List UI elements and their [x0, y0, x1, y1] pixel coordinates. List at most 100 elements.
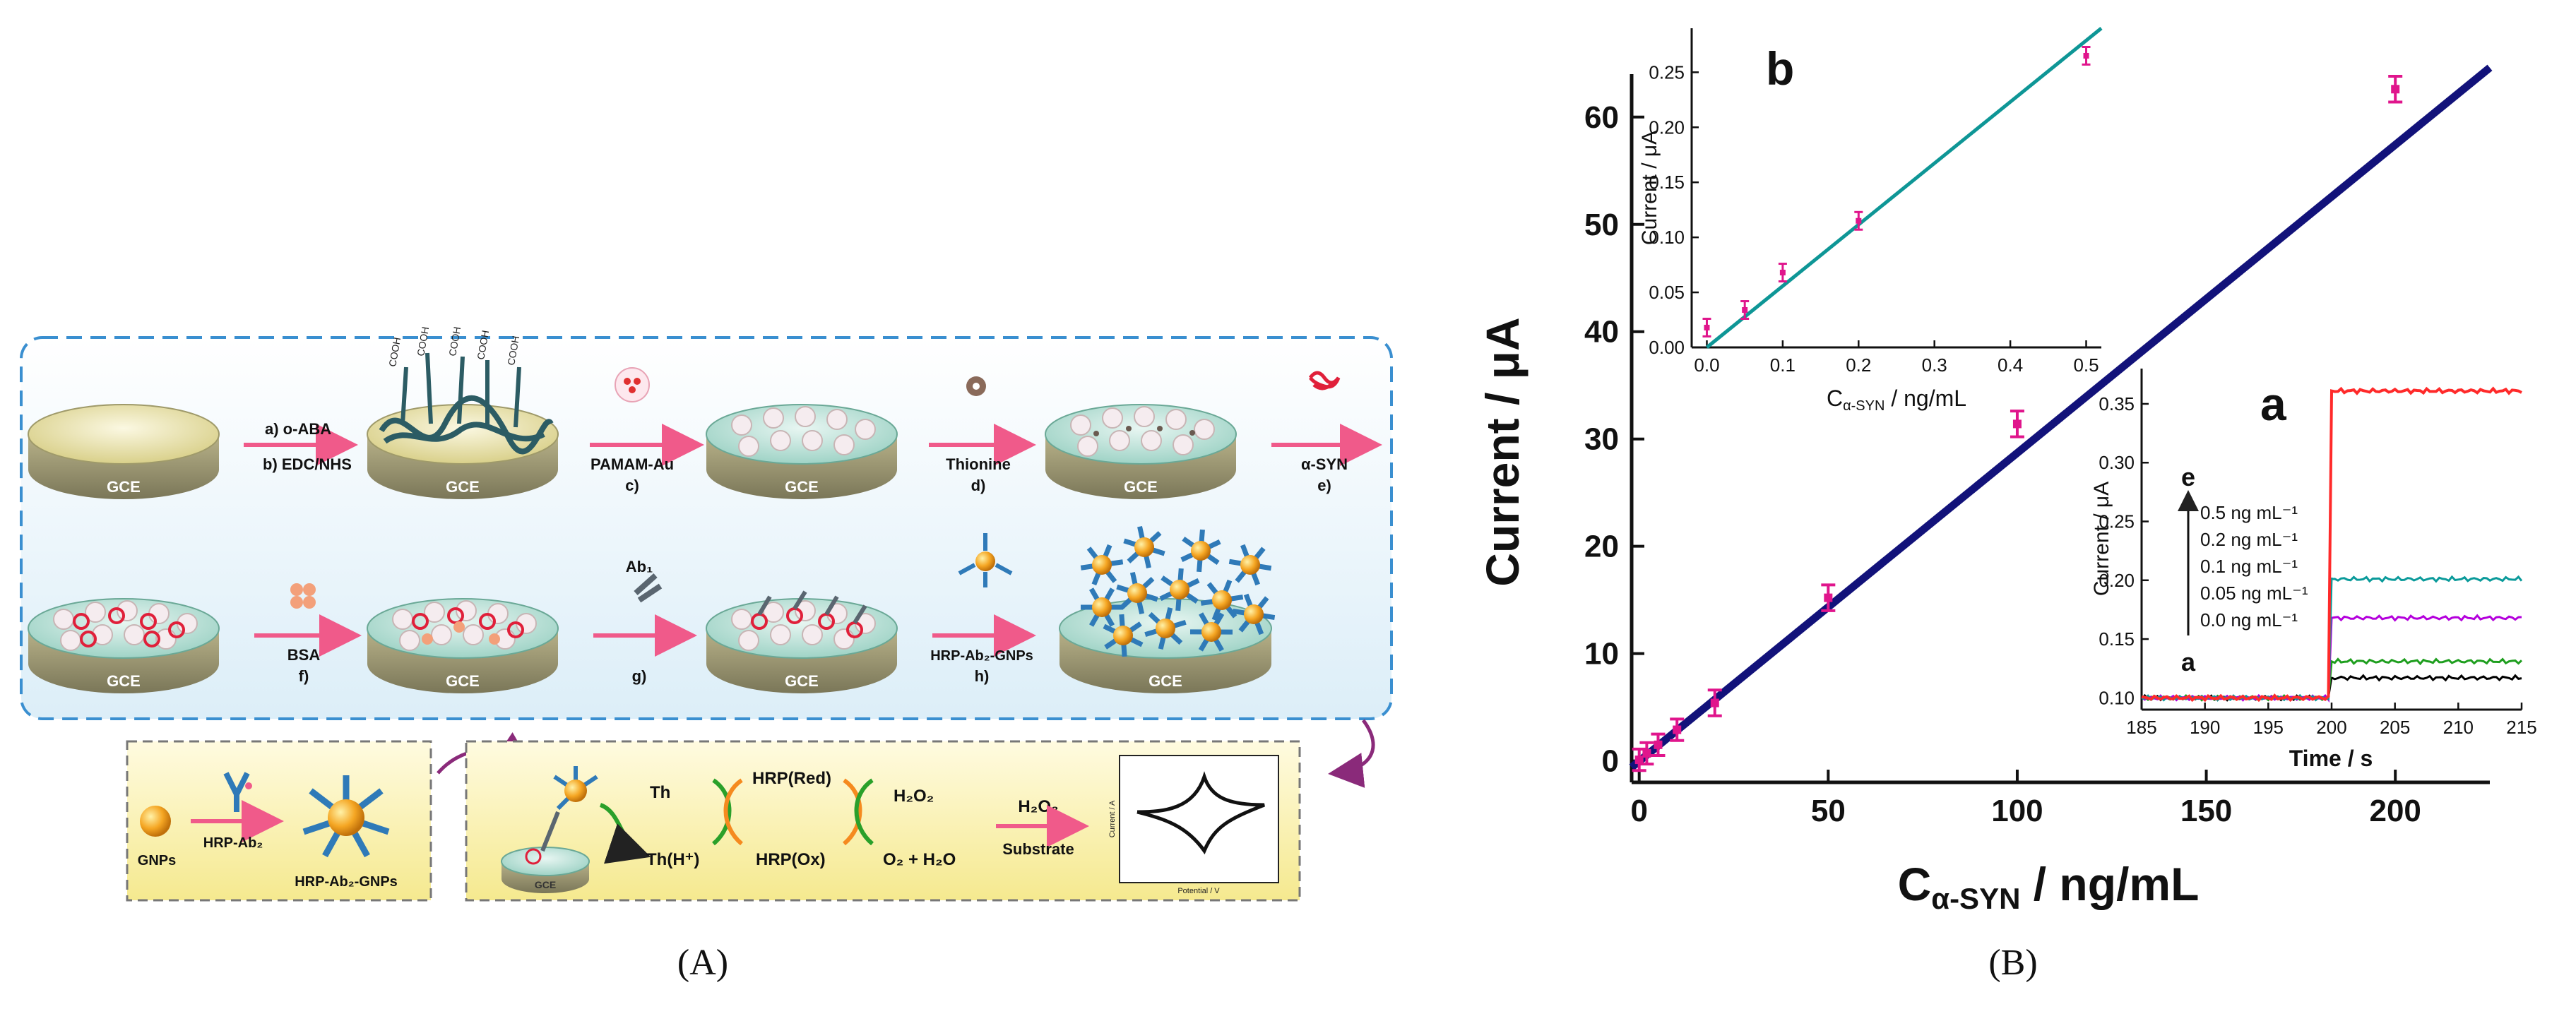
main-y-axis-label: Current / μA — [1476, 317, 1529, 586]
conjugate-box: GNPs HRP-Ab₂ HRP-Ab₂-GNPs — [127, 741, 431, 900]
inset-b-x-tick-label: 0.4 — [1998, 354, 2023, 376]
inset-a-legend-label: 0.5 ng mL⁻¹ — [2200, 502, 2298, 523]
electrode-label: GCE — [107, 478, 141, 496]
main-y-tick-label: 10 — [1584, 637, 1619, 671]
step-b-label: b) EDC/NHS — [263, 455, 352, 473]
step-g-reagent: Ab₁ — [626, 558, 653, 575]
step-h-reagent: HRP-Ab₂-GNPs — [930, 648, 1033, 664]
hrp-ab2-label: HRP-Ab₂ — [203, 835, 263, 851]
schematic-panel: GCE a) o-ABA b) EDC/NHS COOH COOH COOH C… — [21, 326, 1391, 983]
cv-thumbnail: Current / A Potential / V — [1108, 756, 1278, 895]
connector-arrow-right — [1335, 720, 1373, 773]
inset-a-x-tick-label: 205 — [2380, 717, 2410, 738]
electrode-antigen: GCE — [28, 599, 219, 693]
inset-a-x-tick-label: 200 — [2316, 717, 2346, 738]
hrp-ox-label: HRP(Ox) — [756, 850, 826, 869]
inset-a-legend-label: 0.05 ng mL⁻¹ — [2200, 583, 2308, 604]
gnp-icon — [140, 806, 171, 837]
step-g-label: g) — [632, 667, 647, 685]
caption-a: (A) — [677, 943, 728, 983]
inset-a-arrow-bottom: a — [2181, 647, 2196, 676]
main-x-tick-label: 150 — [2180, 794, 2232, 828]
main-x-tick-label: 0 — [1630, 794, 1647, 828]
step-c-label: c) — [625, 477, 639, 494]
inset-a-x-tick-label: 185 — [2126, 717, 2156, 738]
arrow-bottom-label: Substrate — [1002, 840, 1074, 858]
inset-b-x-tick-label: 0.3 — [1922, 354, 1947, 376]
inset-a-y-axis-label: Current / μA — [2090, 482, 2113, 596]
electrode-bsa: GCE — [367, 599, 558, 693]
electrode-label: GCE — [1124, 478, 1158, 496]
inset-a-legend-label: 0.1 ng mL⁻¹ — [2200, 556, 2298, 577]
pamam-au-icon — [615, 368, 649, 402]
electrode-ab1: GCE — [706, 592, 897, 693]
main-data-point — [2388, 76, 2402, 102]
inset-a-x-tick-label: 190 — [2190, 717, 2220, 738]
caption-b: (B) — [1988, 943, 2037, 983]
electrode-label: GCE — [446, 478, 480, 496]
step-d-reagent: Thionine — [946, 455, 1011, 473]
electrode-label: GCE — [1148, 672, 1182, 690]
step-e-label: e) — [1317, 477, 1331, 494]
step-f-label: f) — [299, 667, 309, 685]
main-x-tick-label: 50 — [1811, 794, 1846, 828]
inset-a-x-tick-label: 210 — [2443, 717, 2474, 738]
mechanism-electrode-label: GCE — [535, 879, 556, 890]
inset-a-y-tick-label: 0.15 — [2099, 628, 2135, 650]
step-e-reagent: α-SYN — [1301, 455, 1348, 473]
step-h-label: h) — [975, 667, 990, 685]
main-y-tick-label: 0 — [1602, 744, 1619, 779]
inset-b-y-tick-label: 0.25 — [1649, 61, 1685, 83]
inset-b-x-tick-label: 0.1 — [1770, 354, 1796, 376]
inset-b-label: b — [1766, 42, 1794, 95]
inset-a-x-tick-label: 215 — [2506, 717, 2536, 738]
inset-b-y-axis-label: Current / μA — [1638, 131, 1661, 245]
electrode-label: GCE — [785, 672, 819, 690]
inset-b-y-tick-label: 0.05 — [1649, 282, 1685, 303]
inset-a-y-tick-label: 0.30 — [2099, 452, 2135, 473]
inset-b-x-axis-label: Cα-SYN / ng/mL — [1827, 386, 1966, 414]
cv-ylabel: Current / A — [1108, 800, 1117, 837]
step-a-label: a) o-ABA — [265, 420, 331, 438]
main-y-tick-label: 40 — [1584, 315, 1619, 350]
step-f-reagent: BSA — [287, 646, 321, 664]
inset-a-x-tick-label: 195 — [2253, 717, 2284, 738]
electrode-bare: GCE — [28, 405, 219, 499]
inset-a-y-tick-label: 0.35 — [2099, 393, 2135, 414]
inset-a-arrow-top: e — [2181, 462, 2195, 491]
main-x-tick-label: 100 — [1991, 794, 2043, 828]
electrode-label: GCE — [446, 672, 480, 690]
inset-a-label: a — [2260, 378, 2287, 430]
electrode-pamam: GCE — [706, 405, 897, 499]
arrow-top-label: H₂O₂ — [1018, 797, 1058, 816]
electrode-label: GCE — [785, 478, 819, 496]
step-c-reagent: PAMAM-Au — [590, 455, 674, 473]
o2-h2o-label: O₂ + H₂O — [883, 850, 956, 869]
main-x-axis-label: Cα-SYN / ng/mL — [1898, 858, 2200, 915]
th-label: Th — [650, 783, 670, 802]
main-y-tick-label: 30 — [1584, 422, 1619, 457]
h2o2-label: H₂O₂ — [894, 787, 934, 806]
inset-a-y-tick-label: 0.10 — [2099, 687, 2135, 708]
inset-a-legend-label: 0.2 ng mL⁻¹ — [2200, 529, 2298, 550]
main-x-tick-label: 200 — [2369, 794, 2421, 828]
mechanism-box: GCE Th Th(H⁺) HRP(Red) HRP(Ox) H₂O₂ O₂ +… — [466, 741, 1300, 900]
hrp-red-label: HRP(Red) — [752, 769, 831, 788]
cv-xlabel: Potential / V — [1177, 887, 1220, 895]
inset-b-x-tick-label: 0.2 — [1846, 354, 1871, 376]
main-y-tick-label: 20 — [1584, 530, 1619, 564]
gnps-label: GNPs — [138, 853, 176, 868]
th-h-label: Th(H⁺) — [646, 850, 699, 869]
hrp-ab2-gnps-label: HRP-Ab₂-GNPs — [295, 874, 398, 890]
electrode-label: GCE — [107, 672, 141, 690]
electrode-thionine: GCE — [1045, 405, 1236, 499]
inset-a-x-axis-label: Time / s — [2289, 746, 2373, 771]
main-y-tick-label: 60 — [1584, 100, 1619, 135]
inset-a-legend-label: 0.0 ng mL⁻¹ — [2200, 609, 2298, 631]
step-d-label: d) — [971, 477, 986, 494]
inset-b-y-tick-label: 0.00 — [1649, 337, 1685, 358]
inset-b-x-tick-label: 0.0 — [1694, 354, 1719, 376]
main-data-point — [2010, 411, 2024, 436]
